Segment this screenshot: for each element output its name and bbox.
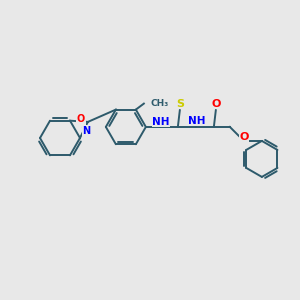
Text: O: O [211,99,220,109]
Text: O: O [77,114,85,124]
Text: N: N [82,126,91,136]
Text: NH: NH [188,116,206,126]
Text: CH₃: CH₃ [151,99,169,108]
Text: NH: NH [152,117,169,127]
Text: S: S [176,99,184,109]
Text: O: O [239,132,248,142]
